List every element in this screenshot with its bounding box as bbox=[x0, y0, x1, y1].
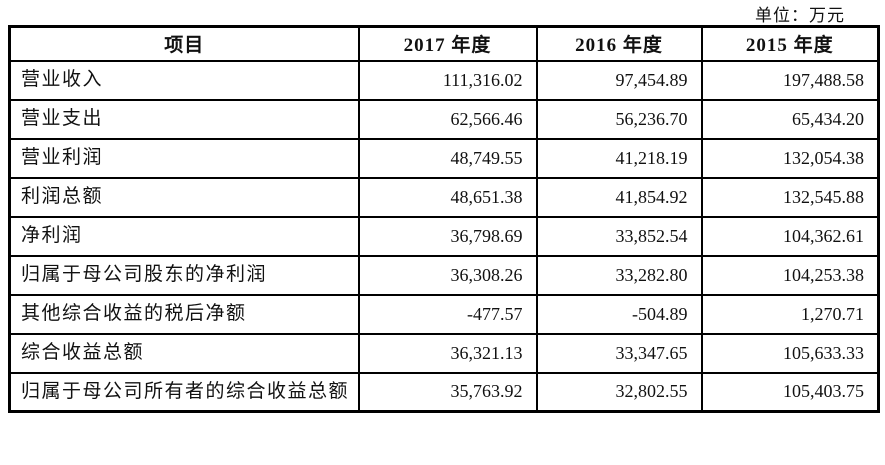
value-2016: 33,347.65 bbox=[535, 332, 703, 374]
value-2016: 32,802.55 bbox=[535, 371, 703, 413]
value-2017: 36,308.26 bbox=[357, 254, 538, 296]
table-row: 营业利润 48,749.55 41,218.19 132,054.38 bbox=[8, 137, 880, 179]
value-2017: 35,763.92 bbox=[357, 371, 538, 413]
value-2017: 36,798.69 bbox=[357, 215, 538, 257]
value-2015: 105,633.33 bbox=[700, 332, 880, 374]
value-2017: 48,651.38 bbox=[357, 176, 538, 218]
table-row: 营业支出 62,566.46 56,236.70 65,434.20 bbox=[8, 98, 880, 140]
table-row: 利润总额 48,651.38 41,854.92 132,545.88 bbox=[8, 176, 880, 218]
col-header-2015: 2015 年度 bbox=[700, 25, 880, 62]
value-2015: 104,362.61 bbox=[700, 215, 880, 257]
value-2017: 48,749.55 bbox=[357, 137, 538, 179]
row-label: 营业支出 bbox=[8, 98, 360, 140]
financial-table: 项目 2017 年度 2016 年度 2015 年度 营业收入 111,316.… bbox=[8, 25, 880, 413]
row-label: 营业利润 bbox=[8, 137, 360, 179]
row-label: 归属于母公司所有者的综合收益总额 bbox=[8, 371, 360, 413]
value-2015: 1,270.71 bbox=[700, 293, 880, 335]
value-2016: 41,854.92 bbox=[535, 176, 703, 218]
value-2016: -504.89 bbox=[535, 293, 703, 335]
col-header-2017: 2017 年度 bbox=[357, 25, 538, 62]
value-2015: 105,403.75 bbox=[700, 371, 880, 413]
value-2015: 65,434.20 bbox=[700, 98, 880, 140]
value-2016: 33,852.54 bbox=[535, 215, 703, 257]
table-row: 综合收益总额 36,321.13 33,347.65 105,633.33 bbox=[8, 332, 880, 374]
table-row: 营业收入 111,316.02 97,454.89 197,488.58 bbox=[8, 59, 880, 101]
table-row: 归属于母公司股东的净利润 36,308.26 33,282.80 104,253… bbox=[8, 254, 880, 296]
value-2016: 33,282.80 bbox=[535, 254, 703, 296]
table-row: 净利润 36,798.69 33,852.54 104,362.61 bbox=[8, 215, 880, 257]
value-2015: 104,253.38 bbox=[700, 254, 880, 296]
value-2015: 132,054.38 bbox=[700, 137, 880, 179]
table-row: 其他综合收益的税后净额 -477.57 -504.89 1,270.71 bbox=[8, 293, 880, 335]
value-2017: -477.57 bbox=[357, 293, 538, 335]
value-2016: 41,218.19 bbox=[535, 137, 703, 179]
value-2017: 62,566.46 bbox=[357, 98, 538, 140]
col-header-2016: 2016 年度 bbox=[535, 25, 703, 62]
header-row: 项目 2017 年度 2016 年度 2015 年度 bbox=[8, 25, 880, 62]
table-body: 营业收入 111,316.02 97,454.89 197,488.58 营业支… bbox=[8, 59, 880, 413]
table-row: 归属于母公司所有者的综合收益总额 35,763.92 32,802.55 105… bbox=[8, 371, 880, 413]
row-label: 利润总额 bbox=[8, 176, 360, 218]
value-2015: 132,545.88 bbox=[700, 176, 880, 218]
row-label: 营业收入 bbox=[8, 59, 360, 101]
value-2017: 111,316.02 bbox=[357, 59, 538, 101]
value-2015: 197,488.58 bbox=[700, 59, 880, 101]
value-2017: 36,321.13 bbox=[357, 332, 538, 374]
row-label: 综合收益总额 bbox=[8, 332, 360, 374]
row-label: 其他综合收益的税后净额 bbox=[8, 293, 360, 335]
unit-label: 单位：万元 bbox=[755, 6, 845, 25]
row-label: 净利润 bbox=[8, 215, 360, 257]
value-2016: 97,454.89 bbox=[535, 59, 703, 101]
col-header-item: 项目 bbox=[8, 25, 360, 62]
value-2016: 56,236.70 bbox=[535, 98, 703, 140]
row-label: 归属于母公司股东的净利润 bbox=[8, 254, 360, 296]
